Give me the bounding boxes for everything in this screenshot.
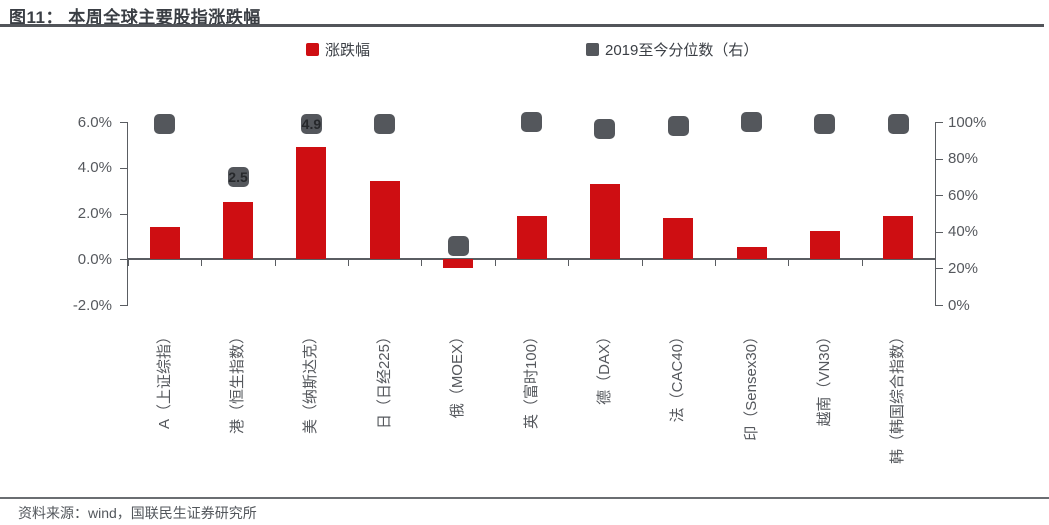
x-axis-tick xyxy=(861,259,863,267)
x-axis-tick xyxy=(714,259,716,267)
right-axis-tick xyxy=(935,158,943,160)
marker-series-swatch xyxy=(586,42,599,56)
left-axis-tick xyxy=(120,122,128,123)
bar-0 xyxy=(149,227,180,260)
x-axis-tick xyxy=(494,259,496,267)
bar-1 xyxy=(223,202,254,260)
bar-value-label: 4.9 xyxy=(301,115,322,132)
x-axis-tick xyxy=(568,259,570,267)
footer-divider xyxy=(0,497,1049,499)
right-axis-tick-label: 20% xyxy=(948,259,979,277)
bar-9 xyxy=(809,230,840,260)
left-axis-tick xyxy=(120,305,128,306)
bar-7 xyxy=(663,218,694,260)
bar-10 xyxy=(883,215,914,260)
x-axis-tick xyxy=(421,259,423,267)
left-axis-tick-label: 2.0% xyxy=(77,205,112,222)
left-axis-tick-label: 0.0% xyxy=(77,250,112,268)
left-axis-tick xyxy=(120,167,128,169)
bar-8 xyxy=(736,246,767,260)
percentile-marker-4 xyxy=(447,236,469,257)
x-axis-label-4: 俄（MOEX） xyxy=(449,329,467,419)
bar-value-label: 2.5 xyxy=(228,168,248,185)
title-underline xyxy=(0,24,1044,27)
left-axis-tick xyxy=(120,259,128,261)
zero-baseline xyxy=(127,258,936,261)
left-axis-tick xyxy=(120,213,128,215)
left-axis-tick-label: -2.0% xyxy=(72,296,112,314)
right-axis-tick xyxy=(935,231,943,233)
x-axis-tick xyxy=(348,259,350,267)
bar-2 xyxy=(296,147,327,260)
percentile-marker-10 xyxy=(887,113,909,134)
x-axis-label-9: 越南（VN30） xyxy=(815,329,833,427)
source-note: 资料来源：wind，国联民生证券研究所 xyxy=(18,505,257,521)
bar-5 xyxy=(516,215,547,260)
percentile-marker-5 xyxy=(521,112,542,132)
x-axis-label-0: A（上证综指） xyxy=(155,329,173,430)
left-axis-tick-label: 4.0% xyxy=(77,159,112,177)
page-title: 图11： 本周全球主要股指涨跌幅 xyxy=(9,8,261,27)
right-axis-line xyxy=(935,122,936,305)
bar-6 xyxy=(589,183,620,260)
x-axis-label-10: 韩（韩国综合指数） xyxy=(889,329,907,465)
x-axis-label-8: 印（Sensex30） xyxy=(742,329,760,441)
right-axis-tick-label: 100% xyxy=(948,113,987,131)
percentile-marker-3 xyxy=(374,113,396,134)
legend-label-percentile: 2019至今分位数（右） xyxy=(605,41,759,59)
percentile-marker-9 xyxy=(814,113,836,134)
x-axis-label-6: 德（DAX） xyxy=(595,329,613,405)
x-axis-label-2: 美（纳斯达克） xyxy=(302,329,320,435)
x-axis-tick xyxy=(935,259,936,267)
x-axis-label-5: 英（富时100） xyxy=(522,329,540,430)
right-axis-tick xyxy=(935,195,943,197)
x-axis-tick xyxy=(274,259,276,267)
percentile-marker-7 xyxy=(667,115,689,136)
x-axis-tick xyxy=(128,259,129,267)
x-axis-tick xyxy=(201,259,203,267)
right-axis-tick-label: 80% xyxy=(948,150,979,168)
percentile-marker-2 xyxy=(300,113,322,134)
bar-4 xyxy=(443,259,474,269)
x-axis-label-7: 法（CAC40） xyxy=(669,329,687,423)
x-axis-tick xyxy=(788,259,790,267)
legend-label-change: 涨跌幅 xyxy=(325,41,371,59)
percentile-marker-8 xyxy=(741,112,763,132)
legend-item-percentile: 2019至今分位数（右） xyxy=(586,41,759,59)
percentile-marker-1 xyxy=(227,166,249,187)
right-axis-tick xyxy=(935,305,943,306)
percentile-marker-6 xyxy=(594,119,616,140)
right-axis-tick-label: 40% xyxy=(948,223,979,241)
bar-series-swatch xyxy=(306,42,319,56)
right-axis-tick xyxy=(935,268,943,270)
x-axis-label-3: 日（日经225） xyxy=(375,329,393,430)
left-axis-tick-label: 6.0% xyxy=(77,113,112,131)
right-axis-tick-label: 60% xyxy=(948,186,979,204)
x-axis-label-1: 港（恒生指数） xyxy=(229,329,247,435)
x-axis-tick xyxy=(641,259,643,267)
right-axis-tick-label: 0% xyxy=(948,296,970,314)
legend-item-change: 涨跌幅 xyxy=(306,41,371,59)
right-axis-tick xyxy=(935,122,943,123)
bar-3 xyxy=(369,181,400,260)
percentile-marker-0 xyxy=(154,113,176,134)
